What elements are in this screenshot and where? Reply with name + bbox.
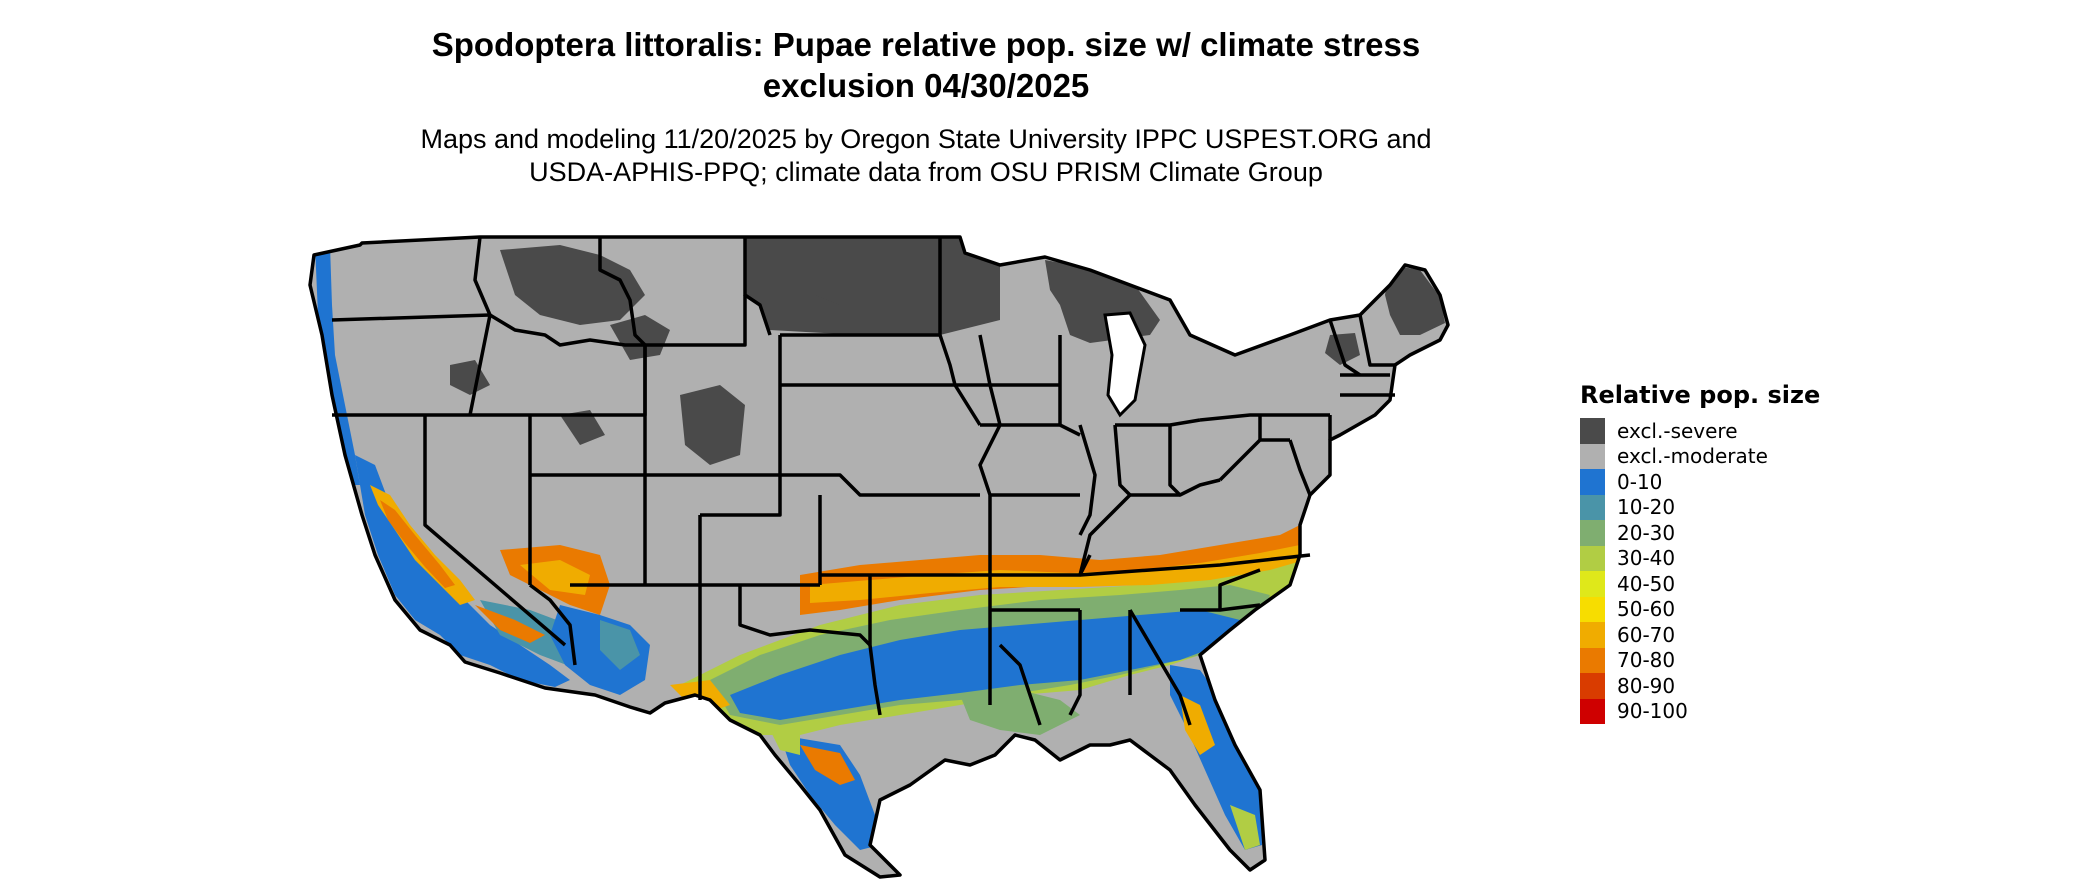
legend-swatch [1580,469,1605,495]
legend-item: excl.-moderate [1580,443,1820,469]
southwest-zone [500,545,650,695]
legend-item: 50-60 [1580,596,1820,622]
legend-items: excl.-severe excl.-moderate 0-10 10-20 20-30… [1580,418,1820,724]
legend-label: 80-90 [1617,673,1676,698]
legend-swatch [1580,596,1605,622]
title-line-1: Spodoptera littoralis: Pupae relative po… [431,26,1421,63]
legend-label: 0-10 [1617,469,1663,494]
map-title: Spodoptera littoralis: Pupae relative po… [0,24,1852,106]
legend-item: 40-50 [1580,571,1820,597]
map-subtitle: Maps and modeling 11/20/2025 by Oregon S… [0,123,1852,189]
legend-label: 20-30 [1617,520,1676,545]
map-legend: Relative pop. size excl.-severe excl.-mod… [1580,380,1820,724]
legend-swatch [1580,443,1605,469]
legend-label: 10-20 [1617,495,1676,520]
severe-exclusion-zones [450,237,1445,465]
state-borders [308,235,1450,879]
legend-title: Relative pop. size [1580,381,1821,409]
legend-swatch [1580,418,1605,444]
legend-label: 50-60 [1617,597,1676,622]
subtitle-line-1: Maps and modeling 11/20/2025 by Oregon S… [420,124,1432,154]
lake-michigan [1105,313,1145,415]
legend-label: 60-70 [1617,622,1676,647]
legend-item: 0-10 [1580,469,1820,495]
legend-swatch [1580,545,1605,571]
legend-swatch [1580,520,1605,546]
legend-item: 10-20 [1580,494,1820,520]
legend-item: 30-40 [1580,545,1820,571]
legend-item: 90-100 [1580,698,1820,724]
legend-item: 20-30 [1580,520,1820,546]
legend-item: 60-70 [1580,622,1820,648]
legend-swatch [1580,622,1605,648]
legend-label: 30-40 [1617,546,1676,571]
title-line-2: exclusion 04/30/2025 [762,67,1090,104]
legend-label: excl.-severe [1617,418,1738,443]
us-map [308,235,1450,879]
legend-item: 70-80 [1580,647,1820,673]
legend-swatch [1580,494,1605,520]
legend-item: 80-90 [1580,673,1820,699]
legend-label: 40-50 [1617,571,1676,596]
legend-swatch [1580,647,1605,673]
legend-label: 70-80 [1617,648,1676,673]
legend-item: excl.-severe [1580,418,1820,444]
legend-swatch [1580,698,1605,724]
legend-label: excl.-moderate [1617,444,1768,469]
subtitle-line-2: USDA-APHIS-PPQ; climate data from OSU PR… [529,157,1323,187]
legend-swatch [1580,571,1605,597]
legend-label: 90-100 [1617,699,1688,724]
legend-swatch [1580,673,1605,699]
